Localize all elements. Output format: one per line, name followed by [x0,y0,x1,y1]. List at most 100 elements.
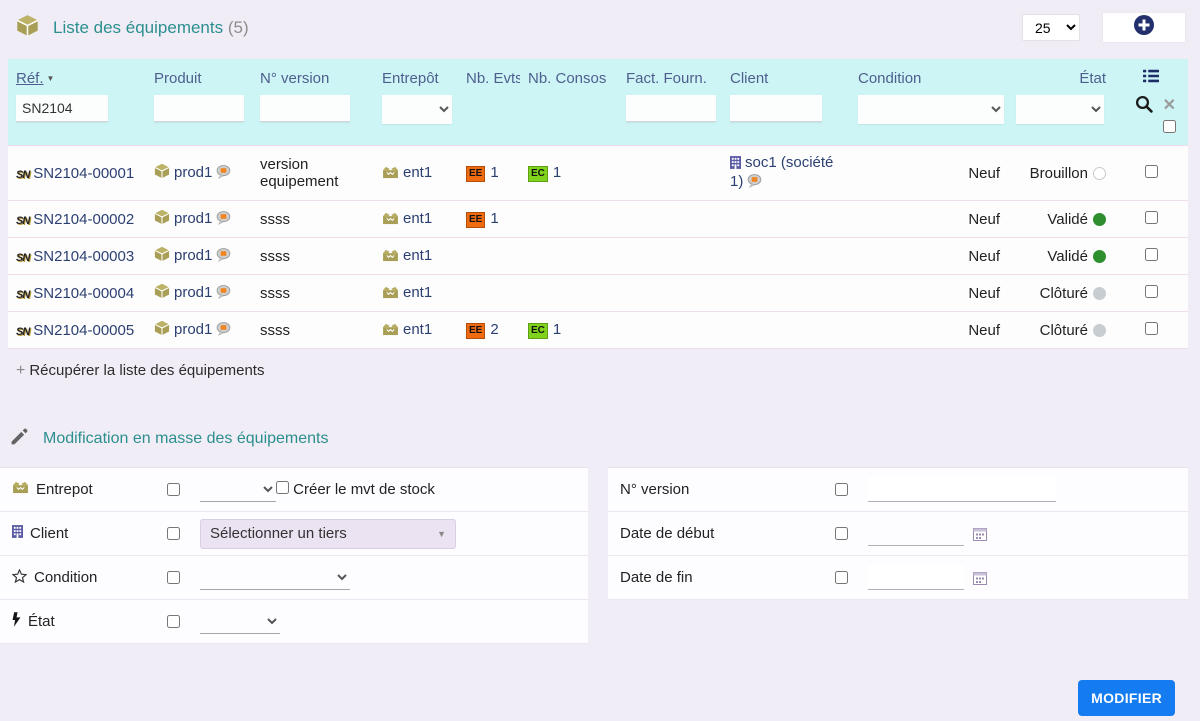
version-input[interactable] [868,477,1056,502]
warehouse-icon [12,481,29,498]
mass-edit-warehouse-row: Entrepot Créer le mvt de stock [0,468,588,512]
mass-edit-header: Modification en masse des équipements [0,393,1200,467]
filter-fact-fourn-input[interactable] [626,95,716,122]
version-cell: ssss [260,210,290,228]
consos-count: 1 [552,164,562,181]
product-cube-icon [154,163,170,183]
condition-cell: Neuf [968,210,1000,228]
client-enable-checkbox[interactable] [167,527,180,540]
warehouse-icon [382,166,399,183]
warehouse-icon [382,286,399,303]
filter-version-input[interactable] [260,95,350,122]
mass-edit-version-row: N° version [608,468,1188,512]
warehouse-icon [382,249,399,266]
condition-cell: Neuf [968,321,1000,339]
clear-filters-icon[interactable]: ✕ [1162,97,1176,114]
serial-number-icon: SN [16,214,30,227]
page-size-select[interactable]: 25 [1022,14,1080,41]
product-link[interactable]: prod1 [154,246,212,264]
equipment-ref-link[interactable]: SN2104-00003 [33,247,135,265]
sort-caret-icon: ▼ [46,73,55,83]
fetch-equipment-list-link[interactable]: + Récupérer la liste des équipements [16,362,265,379]
date-end-enable-checkbox[interactable] [835,571,848,584]
row-checkbox[interactable] [1144,321,1158,335]
warehouse-icon [382,323,399,340]
filter-etat-select[interactable] [1016,95,1104,124]
condition-cell: Neuf [968,284,1000,302]
warehouse-link[interactable]: ent1 [382,247,432,264]
search-icon[interactable] [1135,95,1153,117]
equipment-ref-link[interactable]: SN2104-00002 [33,210,135,228]
plus-icon: + [16,362,26,379]
condition-enable-checkbox[interactable] [167,571,180,584]
column-header-condition: Condition [858,69,922,87]
column-header-etat: État [1079,69,1106,87]
filter-condition-select[interactable] [858,95,1004,124]
filter-client-input[interactable] [730,95,822,122]
version-cell: version equipement [260,156,339,190]
calendar-icon[interactable] [973,571,987,585]
warehouse-link[interactable]: ent1 [382,210,432,227]
filter-product-input[interactable] [154,95,244,122]
events-count: 1 [490,210,499,227]
table-header-row: Réf. ▼ Produit N° version Entrepôt Nb. Ev… [8,59,1188,93]
product-link[interactable]: prod1 [154,320,212,338]
filter-ref-input[interactable] [16,95,108,122]
mass-edit-condition-row: Condition [0,556,588,600]
row-checkbox[interactable] [1144,247,1158,261]
product-link[interactable]: prod1 [154,283,212,301]
product-link[interactable]: prod1 [154,163,212,183]
client-cell [722,238,850,275]
warehouse-icon [382,212,399,229]
row-checkbox[interactable] [1144,164,1158,178]
client-cell [722,201,850,238]
equipment-cube-icon [16,14,39,42]
mass-edit-title: Modification en masse des équipements [43,430,329,447]
consos-count: 1 [552,321,562,338]
calendar-icon[interactable] [973,527,987,541]
column-header-ref[interactable]: Réf. [16,69,44,87]
row-checkbox[interactable] [1144,284,1158,298]
warehouse-link[interactable]: ent1 [382,164,432,181]
star-icon [11,567,28,587]
product-cube-icon [154,209,170,229]
client-select-combo[interactable]: Sélectionner un tiers ▼ [200,518,456,549]
column-header-product: Produit [154,69,202,87]
column-selector-icon[interactable] [1143,69,1159,87]
date-end-input[interactable] [868,565,964,590]
version-field-label: N° version [620,481,690,498]
filter-warehouse-select[interactable] [382,95,452,124]
equipment-ref-link[interactable]: SN2104-00005 [33,321,135,339]
status-dot [1093,249,1106,263]
warehouse-enable-checkbox[interactable] [167,483,180,496]
etat-enable-checkbox[interactable] [167,615,180,628]
plus-circle-icon [1133,14,1155,41]
fact-fourn-cell [618,146,722,201]
tooltip-bubble-icon [216,211,231,229]
mass-edit-date-start-row: Date de début [608,512,1188,556]
warehouse-link[interactable]: ent1 [382,284,432,301]
date-end-field-label: Date de fin [620,569,693,586]
select-all-checkbox[interactable] [1163,120,1176,133]
warehouse-link[interactable]: ent1 [382,321,432,338]
status-label: Brouillon [1029,164,1088,182]
version-enable-checkbox[interactable] [835,483,848,496]
etat-select[interactable] [200,609,280,634]
add-equipment-button[interactable] [1102,12,1186,43]
client-link[interactable]: soc1 (société 1) [730,154,834,190]
date-start-input[interactable] [868,521,964,546]
mass-edit-etat-row: État [0,600,588,644]
lightning-bolt-icon [12,612,21,631]
column-header-warehouse: Entrepôt [382,69,439,87]
modify-button[interactable]: MODIFIER [1078,680,1175,716]
consos-cell [520,201,618,238]
date-start-enable-checkbox[interactable] [835,527,848,540]
create-stock-move-checkbox[interactable] [276,481,289,494]
equipment-ref-link[interactable]: SN2104-00001 [33,164,135,182]
product-link[interactable]: prod1 [154,209,212,229]
condition-select[interactable] [200,565,350,590]
warehouse-select[interactable] [200,477,276,502]
mass-edit-client-row: Client Sélectionner un tiers ▼ [0,512,588,556]
equipment-ref-link[interactable]: SN2104-00004 [33,284,135,302]
row-checkbox[interactable] [1144,210,1158,224]
